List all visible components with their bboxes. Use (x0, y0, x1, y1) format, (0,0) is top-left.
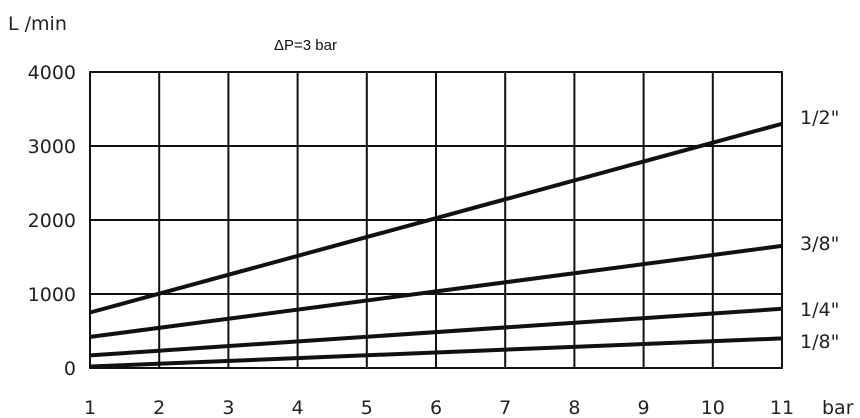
x-tick-label-1: 1 (84, 397, 96, 418)
series-label-1: 3/8" (800, 233, 839, 255)
y-axis-ticks: 0 1000 2000 3000 4000 (28, 62, 76, 380)
x-tick-label-10: 10 (701, 397, 725, 418)
x-tick-label-6: 6 (430, 397, 442, 418)
x-tick-label-5: 5 (361, 397, 373, 418)
series-line-0 (89, 121, 783, 315)
y-tick-label-4000: 4000 (28, 62, 76, 84)
x-tick-label-11: 11 (770, 397, 794, 418)
series-line-1 (89, 243, 783, 339)
x-tick-label-8: 8 (568, 397, 580, 418)
x-tick-label-2: 2 (153, 397, 165, 418)
x-tick-label-4: 4 (292, 397, 304, 418)
x-tick-label-7: 7 (499, 397, 511, 418)
y-tick-label-0: 0 (64, 358, 76, 380)
plot-frame (89, 71, 783, 369)
series-label-2: 1/4" (800, 299, 839, 321)
x-axis-label: bar (822, 397, 854, 418)
series-label-3: 1/8" (800, 331, 839, 353)
y-tick-label-1000: 1000 (28, 284, 76, 306)
x-tick-label-3: 3 (222, 397, 234, 418)
y-tick-label-3000: 3000 (28, 136, 76, 158)
y-tick-label-2000: 2000 (28, 210, 76, 232)
x-tick-label-9: 9 (638, 397, 650, 418)
series-line-2 (89, 306, 783, 358)
series-labels: 1/2" 3/8" 1/4" 1/8" (800, 107, 839, 353)
x-axis-ticks: 1 2 3 4 5 6 7 8 9 10 11 (84, 397, 794, 418)
series-line-3 (89, 336, 783, 369)
series-lines (89, 121, 783, 369)
pressure-annotation: ΔP=3 bar (274, 37, 337, 54)
series-label-0: 1/2" (800, 107, 839, 129)
y-axis-label: L /min (8, 13, 67, 35)
